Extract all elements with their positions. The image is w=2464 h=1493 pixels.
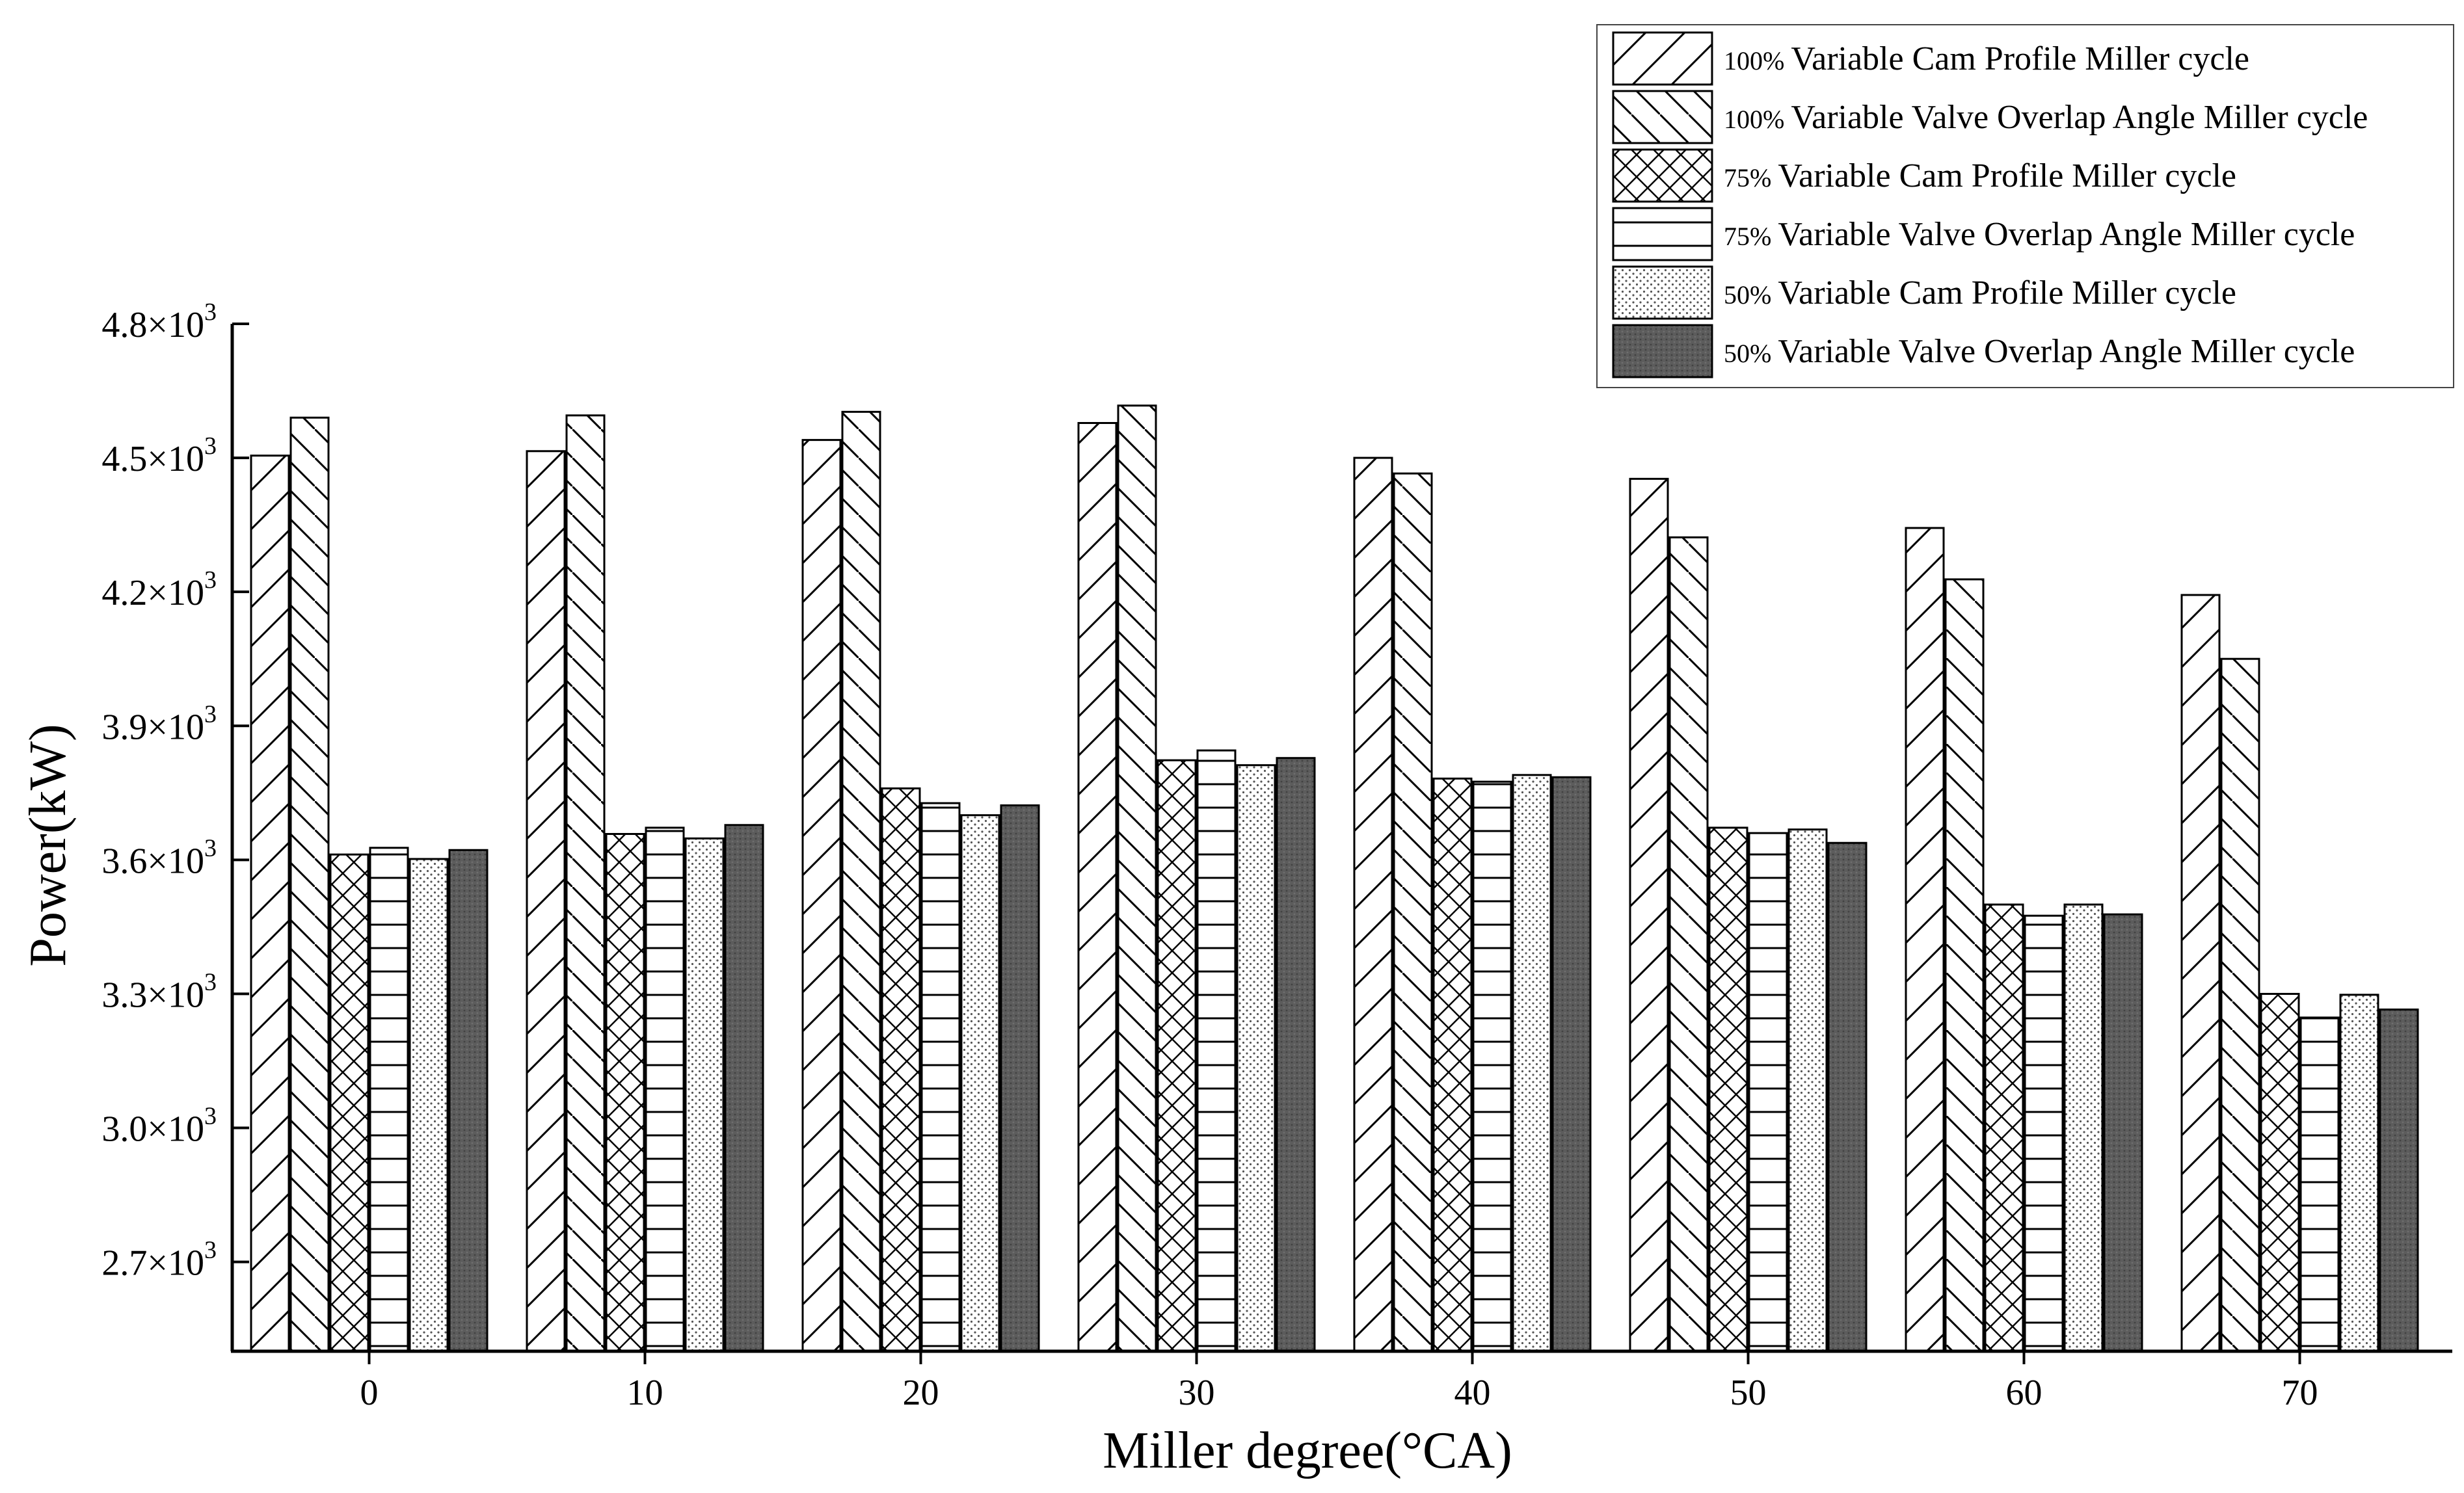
legend-swatch-5	[1612, 265, 1713, 320]
y-tick-label: 3.3×103	[101, 968, 217, 1015]
bar-50-series-4	[1748, 832, 1788, 1353]
bar-40-series-4	[1472, 780, 1512, 1353]
x-tick-label: 30	[1179, 1373, 1215, 1413]
bar-60-series-1	[1905, 527, 1945, 1353]
bar-50-series-5	[1788, 828, 1828, 1353]
bar-70-series-2	[2220, 657, 2260, 1353]
bar-0-series-1	[250, 455, 290, 1353]
legend-label-2: 100% Variable Valve Overlap Angle Miller…	[1724, 99, 2368, 136]
y-tick-label: 4.2×103	[101, 566, 217, 613]
legend-swatch-4	[1612, 207, 1713, 261]
bar-20-series-2	[841, 410, 881, 1353]
x-tick-label: 50	[1730, 1373, 1767, 1413]
y-axis: 2.7×103 3.0×103 3.3×103 3.6×103 3.9×103 4.2×1…	[101, 298, 249, 1351]
bars	[250, 404, 2419, 1353]
x-tick-label: 10	[627, 1373, 663, 1413]
bar-0-series-3	[329, 853, 369, 1353]
y-tick-label: 4.5×103	[101, 432, 217, 479]
y-axis-title: Power(kW)	[20, 724, 77, 966]
bar-30-series-3	[1157, 759, 1197, 1353]
bar-60-series-3	[1984, 903, 2024, 1353]
legend-label-3: 75% Variable Cam Profile Miller cycle	[1724, 157, 2236, 194]
x-axis-title: Miller degree(°CA)	[1103, 1422, 1512, 1479]
bar-50-series-2	[1668, 536, 1709, 1353]
bar-30-series-6	[1276, 757, 1316, 1353]
bar-30-series-5	[1236, 764, 1276, 1353]
x-tick-label: 20	[903, 1373, 939, 1413]
bar-20-series-1	[801, 439, 842, 1353]
legend-label-6: 50% Variable Valve Overlap Angle Miller …	[1724, 333, 2355, 370]
bar-20-series-3	[881, 787, 921, 1353]
bar-40-series-5	[1512, 774, 1552, 1353]
legend-swatch-1	[1612, 31, 1713, 86]
bar-70-series-3	[2260, 992, 2300, 1353]
bar-0-series-2	[289, 416, 330, 1353]
legend-swatch-3	[1612, 148, 1713, 203]
bar-20-series-6	[1000, 804, 1040, 1353]
bar-40-series-6	[1551, 776, 1592, 1353]
bar-20-series-5	[960, 814, 1000, 1353]
x-tick-label: 60	[2006, 1373, 2042, 1413]
legend: 100% Variable Cam Profile Miller cycle 10…	[1596, 24, 2454, 388]
y-tick-label: 4.8×103	[101, 298, 217, 345]
bar-50-series-6	[1827, 841, 1868, 1353]
legend-label-1: 100% Variable Cam Profile Miller cycle	[1724, 40, 2249, 77]
y-tick-label: 3.0×103	[101, 1103, 217, 1150]
bar-60-series-5	[2063, 903, 2104, 1353]
bar-50-series-1	[1629, 477, 1669, 1353]
legend-swatch-2	[1612, 90, 1713, 144]
legend-swatch-6	[1612, 324, 1713, 378]
bar-10-series-4	[645, 826, 685, 1353]
x-tick-label: 40	[1454, 1373, 1491, 1413]
bar-40-series-3	[1432, 777, 1473, 1353]
legend-label-5: 50% Variable Cam Profile Miller cycle	[1724, 274, 2236, 311]
bar-30-series-1	[1077, 422, 1118, 1353]
bar-40-series-2	[1393, 472, 1433, 1353]
bar-10-series-5	[684, 837, 725, 1353]
bar-40-series-1	[1353, 456, 1393, 1353]
bar-70-series-5	[2339, 994, 2379, 1353]
x-tick-label: 0	[360, 1373, 379, 1413]
legend-label-4: 75% Variable Valve Overlap Angle Miller …	[1724, 216, 2355, 253]
legend-frame	[1596, 24, 2454, 388]
bar-60-series-2	[1944, 578, 1985, 1353]
bar-10-series-1	[526, 450, 566, 1353]
bar-70-series-4	[2299, 1016, 2340, 1353]
bar-70-series-6	[2379, 1008, 2419, 1353]
bar-10-series-3	[605, 833, 645, 1353]
bar-0-series-5	[408, 858, 449, 1353]
bar-60-series-6	[2103, 913, 2143, 1353]
bar-30-series-2	[1117, 404, 1157, 1353]
bar-30-series-4	[1196, 749, 1237, 1353]
bar-20-series-4	[920, 802, 961, 1353]
y-tick-label: 3.9×103	[101, 700, 217, 747]
x-tick-label: 70	[2282, 1373, 2318, 1413]
bar-10-series-2	[565, 414, 606, 1353]
y-tick-label: 3.6×103	[101, 834, 217, 881]
y-tick-label: 2.7×103	[101, 1237, 217, 1284]
bar-0-series-6	[448, 849, 489, 1353]
bar-70-series-1	[2180, 594, 2221, 1353]
bar-10-series-6	[724, 824, 764, 1353]
bar-60-series-4	[2024, 914, 2064, 1353]
bar-0-series-4	[369, 847, 409, 1353]
bar-50-series-3	[1708, 826, 1748, 1353]
x-axis: 0 10 20 30 40 50 60 70	[231, 1349, 2452, 1413]
